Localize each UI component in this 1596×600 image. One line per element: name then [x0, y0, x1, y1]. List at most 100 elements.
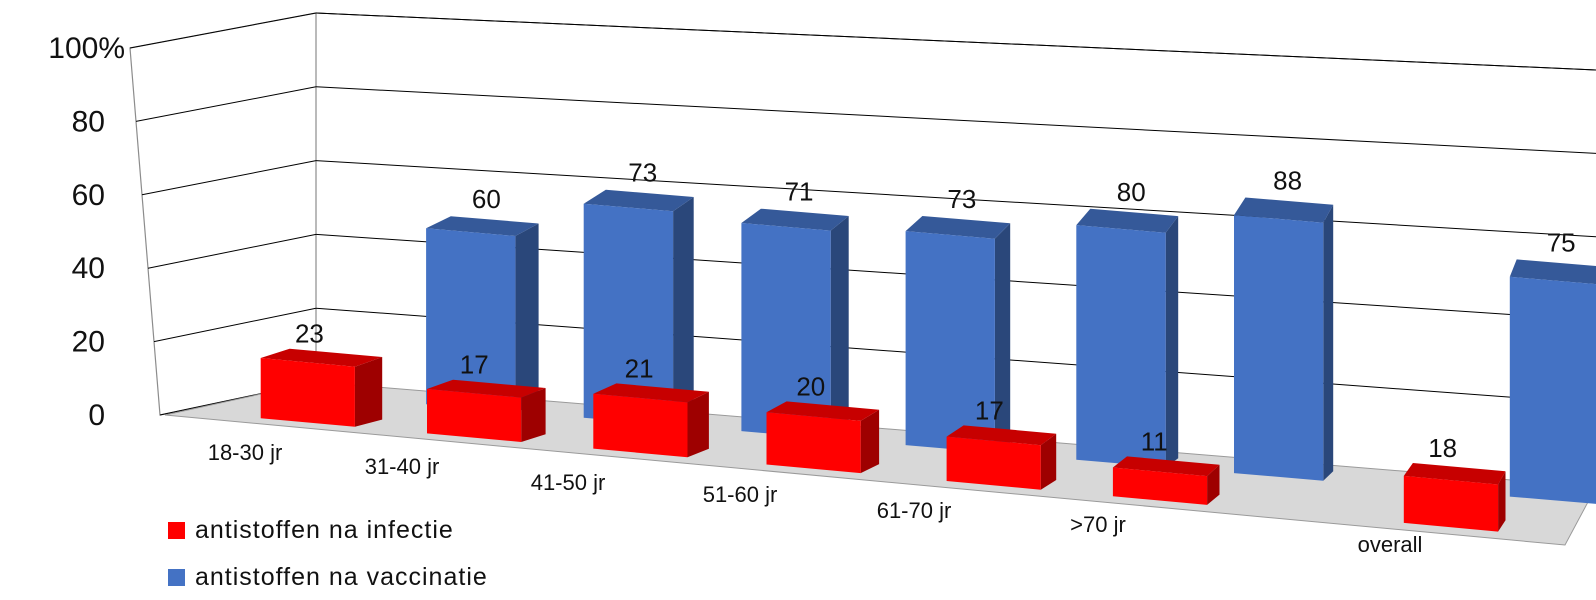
bar-vaccinatie — [1076, 208, 1179, 468]
y-tick-label: 20 — [72, 326, 105, 359]
data-label-infectie: 11 — [1141, 426, 1168, 456]
bar-front — [946, 436, 1041, 490]
legend-swatch-infectie — [168, 522, 185, 539]
data-label-vaccinatie: 73 — [947, 184, 976, 214]
y-tick-label: 40 — [72, 252, 105, 285]
bar-infectie — [593, 383, 709, 458]
bar-side — [673, 197, 694, 426]
bar-top — [741, 208, 849, 231]
bar-side — [687, 391, 709, 458]
data-label-vaccinatie: 71 — [785, 177, 814, 207]
bar-infectie — [260, 348, 383, 427]
bar-vaccinatie — [905, 216, 1011, 453]
gridline-side — [129, 12, 317, 49]
bar-infectie — [1403, 463, 1506, 532]
data-label-infectie: 17 — [460, 350, 489, 380]
gridline-side — [135, 86, 317, 122]
x-axis-labels: 18-30 jr 31-40 jr 41-50 jr 51-60 jr 61-70 jr… — [208, 440, 1423, 557]
bar-front — [905, 231, 995, 453]
bar-front — [1403, 475, 1499, 532]
bar-front — [427, 389, 522, 442]
bar-front — [1509, 276, 1596, 504]
bar-side — [521, 388, 546, 442]
bar-side — [515, 223, 539, 412]
y-tick-label: 100% — [48, 32, 125, 65]
data-label-infectie: 20 — [796, 371, 825, 401]
bar-front — [1076, 225, 1166, 468]
legend-item-infectie: antistoffen na infectie — [168, 516, 454, 545]
bar-side — [1040, 433, 1057, 490]
bar-top — [905, 216, 1011, 239]
y-axis-ticks: 0 20 40 60 80 100% — [48, 32, 125, 432]
bar-top — [1403, 463, 1506, 485]
bar-infectie — [946, 425, 1057, 490]
data-label-infectie: 21 — [625, 353, 654, 383]
bar-side — [1207, 464, 1220, 505]
gridline-back — [315, 12, 1596, 71]
gridline-side — [153, 307, 317, 343]
bar-top — [583, 189, 694, 212]
data-label-vaccinatie: 80 — [1117, 177, 1146, 207]
vaccinatie-labels: 60 73 71 73 80 88 75 — [472, 158, 1576, 258]
data-label-vaccinatie: 88 — [1273, 166, 1302, 196]
x-tick-label: 61-70 jr — [877, 498, 952, 523]
bar-side — [1323, 204, 1334, 481]
infectie-bars — [260, 348, 1506, 532]
y-tick-label: 60 — [72, 179, 105, 212]
data-label-vaccinatie: 60 — [472, 184, 501, 214]
x-tick-label: 41-50 jr — [531, 470, 606, 495]
bar-side — [830, 216, 849, 439]
infectie-labels: 23 17 21 20 17 11 18 — [295, 319, 1457, 463]
bar-front — [1234, 215, 1324, 481]
x-tick-label: 31-40 jr — [365, 454, 440, 479]
data-label-vaccinatie: 75 — [1547, 227, 1576, 257]
gridline-side — [147, 233, 317, 269]
x-tick-label: >70 jr — [1070, 512, 1126, 537]
gridline-side — [141, 160, 317, 196]
x-tick-label: 51-60 jr — [703, 482, 778, 507]
bar-top — [260, 348, 383, 367]
legend-swatch-vaccinatie — [168, 569, 185, 586]
y-tick-label: 0 — [88, 399, 105, 432]
bar-side — [860, 409, 880, 474]
bar-vaccinatie — [426, 216, 539, 412]
legend-label-infectie: antistoffen na infectie — [195, 516, 454, 544]
y-tick-label: 80 — [72, 105, 105, 138]
bar-front — [583, 203, 674, 426]
legend-item-vaccinatie: antistoffen na vaccinatie — [168, 563, 488, 592]
bar-front — [741, 223, 831, 439]
data-label-infectie: 17 — [975, 395, 1004, 425]
data-label-vaccinatie: 73 — [628, 158, 657, 188]
bar-top — [1076, 208, 1179, 233]
gridline-back — [315, 160, 1596, 238]
bar-top — [946, 425, 1057, 446]
bar-top — [1112, 456, 1220, 477]
bar-infectie — [427, 379, 546, 442]
bar-top — [1509, 259, 1596, 285]
bar-front — [593, 393, 688, 458]
bar-front — [260, 358, 355, 427]
bar-infectie — [766, 401, 880, 474]
bar-vaccinatie — [741, 208, 849, 439]
legend-label-vaccinatie: antistoffen na vaccinatie — [195, 563, 488, 591]
data-label-infectie: 18 — [1428, 433, 1457, 463]
bar-vaccinatie — [1509, 259, 1596, 504]
bar-infectie — [1112, 456, 1220, 505]
x-tick-label: overall — [1358, 532, 1423, 557]
bar-front — [1112, 467, 1208, 505]
bar-vaccinatie — [1234, 197, 1334, 481]
vaccinatie-bars — [426, 189, 1596, 504]
bar-side — [1165, 216, 1179, 468]
bar-top — [593, 383, 709, 403]
bar-side — [1498, 471, 1506, 532]
bar-side — [994, 223, 1011, 453]
bar-top — [1234, 197, 1334, 223]
bar-top — [766, 401, 880, 421]
gridline-back — [315, 86, 1596, 154]
bar-front — [766, 412, 861, 474]
bar-vaccinatie — [583, 189, 694, 426]
bar-top — [427, 379, 546, 398]
x-tick-label: 18-30 jr — [208, 440, 283, 465]
bar-front — [426, 228, 516, 412]
